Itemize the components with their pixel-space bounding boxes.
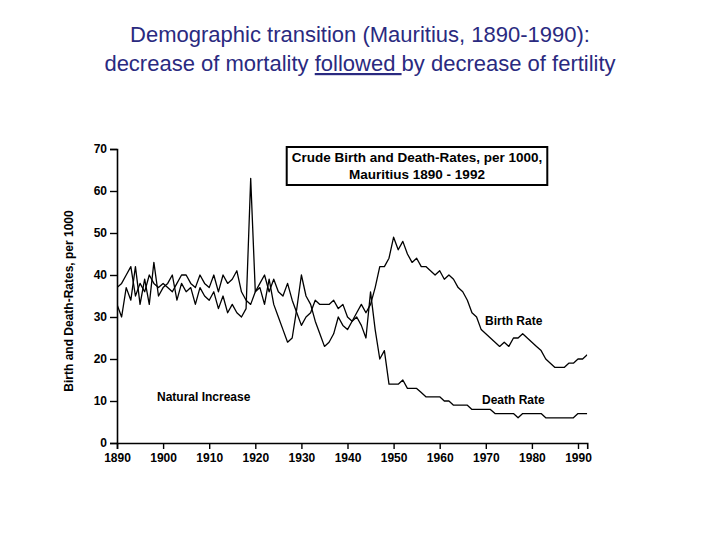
tick-mark xyxy=(393,443,394,449)
tick-mark xyxy=(110,275,117,276)
tick: 30 xyxy=(94,310,117,324)
subtitle-word: mortality xyxy=(225,51,314,76)
tick-mark xyxy=(578,443,579,449)
tick-mark xyxy=(110,359,117,360)
tick: 1890 xyxy=(104,443,131,465)
tick: 1980 xyxy=(519,443,546,465)
tick: 60 xyxy=(94,184,117,198)
tick: 0 xyxy=(100,436,117,450)
tick-label: 1930 xyxy=(289,451,316,465)
tick-mark xyxy=(110,443,117,444)
tick-mark xyxy=(301,443,302,449)
tick-mark xyxy=(110,233,117,234)
tick: 50 xyxy=(94,226,117,240)
subtitle-word: of xyxy=(201,51,225,76)
tick-mark xyxy=(117,443,118,449)
tick-mark xyxy=(255,443,256,449)
subtitle-word: decrease xyxy=(431,51,528,76)
tick-label: 40 xyxy=(94,268,108,282)
tick-mark xyxy=(347,443,348,449)
chart-title: Crude Birth and Death-Rates, per 1000, xyxy=(292,150,543,165)
chart-container: Demographic transition (Mauritius, 1890-… xyxy=(0,0,720,540)
title: Demographic transition (Mauritius, 1890-… xyxy=(130,22,590,47)
tick-label: 60 xyxy=(94,184,108,198)
tick-label: 1920 xyxy=(242,451,269,465)
tick-label: 1960 xyxy=(427,451,454,465)
tick-mark xyxy=(110,317,117,318)
tick: 1990 xyxy=(565,443,592,465)
tick: 1960 xyxy=(427,443,454,465)
tick: 10 xyxy=(94,394,117,408)
tick-mark xyxy=(110,191,117,192)
axis-line xyxy=(118,444,588,450)
y-axis: 0 10 20 30 40 50 60 70 xyxy=(94,142,118,450)
tick-mark xyxy=(110,401,117,402)
series-line xyxy=(117,237,587,367)
tick: 20 xyxy=(94,352,117,366)
subtitle: decrease of mortality followed by decrea… xyxy=(104,51,615,76)
tick-label: 1940 xyxy=(335,451,362,465)
tick-mark xyxy=(209,443,210,449)
tick-label: 10 xyxy=(94,394,108,408)
tick: 40 xyxy=(94,268,117,282)
tick: 1910 xyxy=(196,443,223,465)
tick-mark xyxy=(110,149,117,150)
tick-label: 30 xyxy=(94,310,108,324)
y-axis-title: Birth and Death-Rates, per 1000 xyxy=(62,210,76,392)
subtitle-word: of xyxy=(528,51,552,76)
x-axis: 1890 1900 1910 1920 1930 1940 1950 1960 1970 1980… xyxy=(104,443,592,465)
tick: 1920 xyxy=(242,443,269,465)
tick-label: 70 xyxy=(94,142,108,156)
tick-mark xyxy=(163,443,164,449)
subtitle-word: followed xyxy=(315,51,402,76)
chart-title-frame xyxy=(287,147,548,185)
tick-label: 1900 xyxy=(150,451,177,465)
series-label: Death Rate xyxy=(482,393,545,407)
tick-label: 1980 xyxy=(519,451,546,465)
tick: 1940 xyxy=(335,443,362,465)
series-label: Birth Rate xyxy=(485,314,543,328)
subtitle-word: by xyxy=(402,51,431,76)
tick-label: 1970 xyxy=(473,451,500,465)
annotation: Natural Increase xyxy=(157,390,251,404)
tick-label: 1910 xyxy=(196,451,223,465)
chart-svg: Demographic transition (Mauritius, 1890-… xyxy=(0,0,720,540)
tick-label: 1990 xyxy=(565,451,592,465)
tick: 1970 xyxy=(473,443,500,465)
tick-label: 20 xyxy=(94,352,108,366)
subtitle-word: fertility xyxy=(552,51,616,76)
chart-title-box: Crude Birth and Death-Rates, per 1000, Ma… xyxy=(287,147,548,185)
tick-mark xyxy=(440,443,441,449)
tick-label: 0 xyxy=(100,436,107,450)
tick-mark xyxy=(532,443,533,449)
tick: 1950 xyxy=(381,443,408,465)
tick: 1900 xyxy=(150,443,177,465)
tick-label: 1890 xyxy=(104,451,131,465)
tick-label: 50 xyxy=(94,226,108,240)
series-line xyxy=(117,178,587,417)
tick: 70 xyxy=(94,142,117,156)
axis-line xyxy=(110,150,118,444)
tick-mark xyxy=(486,443,487,449)
plot-area xyxy=(117,178,587,417)
subtitle-word: decrease xyxy=(104,51,201,76)
chart-title: Mauritius 1890 - 1992 xyxy=(349,167,485,182)
tick-label: 1950 xyxy=(381,451,408,465)
tick: 1930 xyxy=(289,443,316,465)
